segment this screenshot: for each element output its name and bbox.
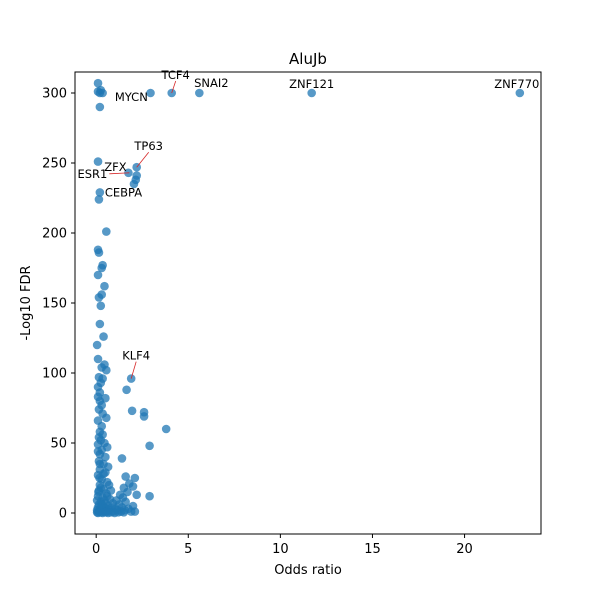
- points-layer: [92, 78, 525, 518]
- data-point: [95, 102, 105, 112]
- annotation-label: ESR1: [77, 167, 107, 181]
- annotation-label: ZFX: [104, 160, 126, 174]
- data-point: [146, 88, 155, 98]
- data-point: [130, 507, 140, 516]
- data-point: [93, 447, 103, 456]
- data-point: [129, 179, 139, 189]
- data-point: [97, 263, 107, 273]
- data-point: [93, 270, 103, 280]
- data-point: [104, 480, 114, 490]
- y-tick-label: 150: [42, 297, 67, 312]
- annotation-leader-line: [109, 172, 130, 175]
- data-point: [515, 88, 525, 98]
- x-axis-label: Odds ratio: [274, 563, 342, 578]
- data-point: [130, 473, 140, 483]
- y-tick-label: 300: [42, 87, 67, 102]
- data-point: [117, 454, 127, 463]
- data-point: [121, 472, 130, 481]
- data-point: [120, 505, 130, 515]
- data-point: [122, 385, 131, 395]
- data-point: [98, 88, 107, 98]
- data-point: [103, 508, 113, 518]
- data-point: [307, 88, 316, 98]
- annotation-label: TP63: [133, 139, 163, 153]
- data-point: [145, 491, 154, 501]
- data-point: [128, 482, 138, 491]
- annotation-label: ZNF770: [494, 77, 539, 91]
- data-point: [93, 78, 103, 88]
- data-point: [92, 340, 102, 350]
- data-point: [102, 413, 111, 423]
- data-point: [95, 319, 105, 329]
- data-point: [94, 487, 103, 497]
- y-tick-label: 0: [59, 507, 67, 522]
- data-point: [139, 412, 149, 421]
- y-axis: 0 50 100 150 200 250 300: [42, 87, 75, 522]
- data-point: [145, 441, 154, 451]
- data-point: [127, 406, 137, 416]
- y-tick-label: 200: [42, 227, 67, 242]
- data-point: [93, 354, 103, 364]
- data-point: [93, 157, 103, 166]
- annotation-leader-line: [136, 151, 150, 168]
- x-axis: 0 5 10 15 20: [92, 534, 473, 557]
- annotation-label: TCF4: [161, 68, 190, 82]
- data-point: [94, 248, 104, 257]
- annotation-leader-line: [130, 361, 137, 379]
- x-tick-label: 20: [456, 542, 473, 557]
- data-point: [94, 195, 104, 204]
- data-point: [126, 374, 136, 383]
- x-tick-label: 0: [92, 542, 100, 557]
- data-point: [97, 500, 107, 509]
- y-tick-label: 250: [42, 157, 67, 172]
- annotation-label: ZNF121: [289, 77, 334, 91]
- data-point: [195, 88, 204, 98]
- annotation-label: MYCN: [115, 90, 148, 104]
- data-point: [95, 473, 104, 483]
- annotation-label: KLF4: [122, 349, 150, 363]
- annotation-leader-line: [171, 80, 177, 94]
- data-point: [95, 188, 105, 197]
- y-axis-label: -Log10 FDR: [19, 265, 34, 340]
- annotation-label: SNAI2: [194, 76, 228, 90]
- data-point: [100, 281, 109, 291]
- data-point: [96, 301, 106, 311]
- data-point: [94, 293, 104, 302]
- data-point: [110, 508, 119, 518]
- chart-title: AluJb: [289, 50, 327, 68]
- x-tick-label: 5: [184, 542, 192, 557]
- data-point: [101, 452, 110, 462]
- y-tick-label: 100: [42, 367, 67, 382]
- y-tick-label: 50: [50, 437, 67, 452]
- data-point: [102, 365, 111, 375]
- data-point: [99, 332, 108, 341]
- data-point: [161, 424, 171, 434]
- x-tick-label: 15: [364, 542, 381, 557]
- data-point: [95, 459, 105, 469]
- data-point: [132, 490, 142, 500]
- annotation-label: CEBPA: [105, 185, 142, 199]
- data-point: [97, 421, 107, 431]
- x-tick-label: 10: [272, 542, 289, 557]
- data-point: [102, 227, 111, 236]
